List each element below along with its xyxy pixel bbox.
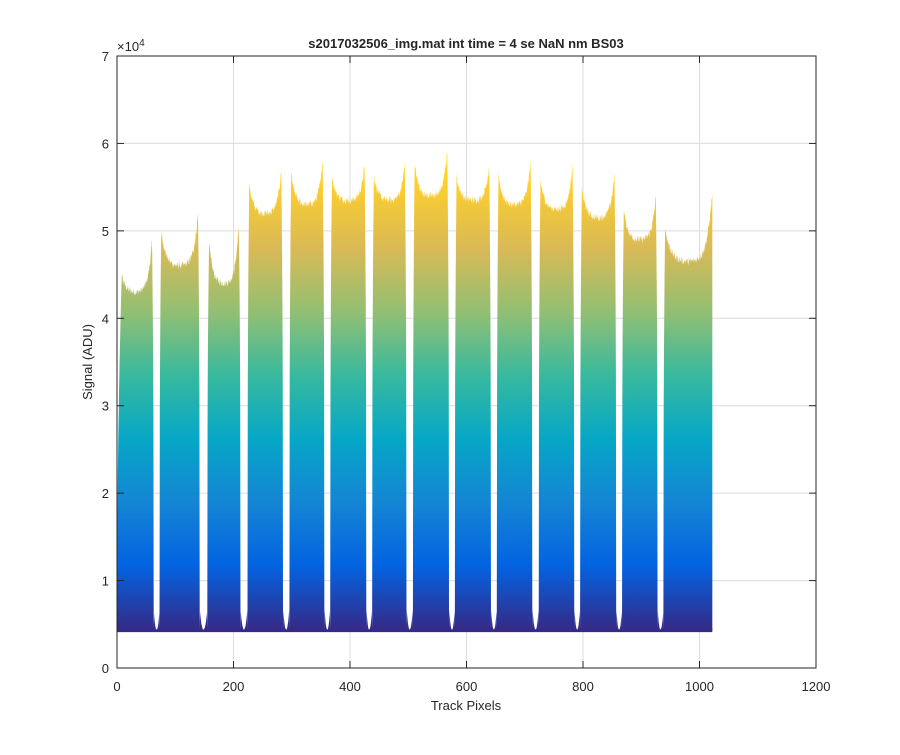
y-tick-label: 3 — [102, 399, 109, 414]
x-tick-label: 0 — [113, 679, 120, 694]
signal-area — [117, 152, 713, 633]
y-tick-label: 6 — [102, 136, 109, 151]
y-tick-label: 2 — [102, 486, 109, 501]
x-tick-label: 400 — [339, 679, 361, 694]
x-tick-label: 1200 — [802, 679, 831, 694]
y-exponent-label: ×104 — [117, 38, 145, 54]
y-axis-label: Signal (ADU) — [80, 324, 95, 400]
x-axis-label: Track Pixels — [431, 698, 502, 713]
ticks: 0 200 400 600 800 1000 1200 0 1 2 3 4 5 6 7 — [102, 49, 831, 694]
y-tick-label: 7 — [102, 49, 109, 64]
chart-title: s2017032506_img.mat int time = 4 se NaN … — [308, 36, 623, 51]
x-tick-label: 600 — [456, 679, 478, 694]
y-tick-label: 5 — [102, 224, 109, 239]
y-tick-label: 0 — [102, 661, 109, 676]
y-tick-label: 1 — [102, 574, 109, 589]
x-tick-label: 200 — [223, 679, 245, 694]
y-exponent-power: 4 — [139, 38, 145, 49]
y-tick-label: 4 — [102, 311, 109, 326]
y-exponent-base: ×10 — [117, 39, 139, 54]
x-tick-label: 1000 — [685, 679, 714, 694]
x-tick-label: 800 — [572, 679, 594, 694]
signal-series — [117, 152, 713, 633]
